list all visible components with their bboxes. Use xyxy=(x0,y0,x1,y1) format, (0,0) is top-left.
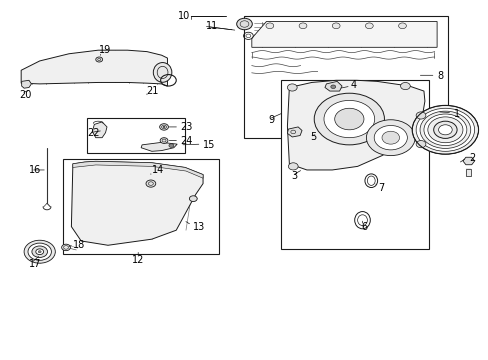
Circle shape xyxy=(36,249,43,255)
Circle shape xyxy=(189,196,197,202)
Polygon shape xyxy=(21,80,31,88)
Text: 4: 4 xyxy=(350,80,356,90)
Text: 6: 6 xyxy=(361,222,367,232)
Polygon shape xyxy=(325,81,341,91)
Circle shape xyxy=(314,93,384,145)
Circle shape xyxy=(265,23,273,29)
Circle shape xyxy=(159,124,168,130)
Text: 8: 8 xyxy=(436,71,442,81)
Text: 7: 7 xyxy=(378,183,384,193)
Text: 22: 22 xyxy=(87,129,100,138)
Polygon shape xyxy=(92,122,107,138)
Text: 2: 2 xyxy=(468,153,474,163)
Text: 12: 12 xyxy=(132,255,144,265)
Bar xyxy=(281,80,428,249)
Circle shape xyxy=(411,105,478,154)
Circle shape xyxy=(236,18,252,30)
Text: 21: 21 xyxy=(146,86,158,96)
Text: 13: 13 xyxy=(193,222,205,231)
Circle shape xyxy=(415,108,474,151)
Circle shape xyxy=(334,108,363,130)
Circle shape xyxy=(324,100,374,138)
Circle shape xyxy=(163,126,164,128)
Polygon shape xyxy=(71,161,203,245)
Polygon shape xyxy=(251,22,436,47)
Circle shape xyxy=(28,243,51,260)
Circle shape xyxy=(96,57,102,62)
Circle shape xyxy=(398,23,406,29)
Circle shape xyxy=(299,23,306,29)
Text: 10: 10 xyxy=(177,12,189,22)
Circle shape xyxy=(400,82,409,90)
Circle shape xyxy=(160,138,167,143)
Polygon shape xyxy=(287,80,424,170)
Circle shape xyxy=(146,180,156,187)
Circle shape xyxy=(287,84,297,91)
Text: 16: 16 xyxy=(29,165,41,175)
Text: 9: 9 xyxy=(267,115,273,125)
Bar xyxy=(87,118,184,153)
Circle shape xyxy=(366,120,414,156)
Text: 20: 20 xyxy=(19,90,32,100)
Circle shape xyxy=(373,126,407,150)
Circle shape xyxy=(433,121,456,138)
Text: 3: 3 xyxy=(291,171,297,181)
Circle shape xyxy=(427,117,462,143)
Polygon shape xyxy=(287,127,302,137)
Circle shape xyxy=(423,114,466,145)
Polygon shape xyxy=(141,142,177,151)
Circle shape xyxy=(168,144,173,147)
Text: 14: 14 xyxy=(152,165,164,175)
Text: 19: 19 xyxy=(99,45,111,55)
Circle shape xyxy=(288,163,298,170)
Circle shape xyxy=(38,251,41,253)
Text: 18: 18 xyxy=(73,240,85,250)
Circle shape xyxy=(381,131,399,144)
Polygon shape xyxy=(73,161,203,178)
Bar xyxy=(244,16,447,138)
Circle shape xyxy=(32,246,47,257)
Circle shape xyxy=(419,111,470,148)
Circle shape xyxy=(330,85,335,89)
Polygon shape xyxy=(21,50,167,86)
Circle shape xyxy=(415,112,425,119)
Ellipse shape xyxy=(153,63,171,82)
Bar xyxy=(466,168,470,176)
Text: 15: 15 xyxy=(203,140,215,150)
Polygon shape xyxy=(462,157,474,165)
Text: 17: 17 xyxy=(29,259,41,269)
Circle shape xyxy=(61,244,70,251)
Text: 24: 24 xyxy=(180,136,192,146)
Text: 1: 1 xyxy=(453,109,459,119)
Text: 11: 11 xyxy=(205,21,217,31)
Circle shape xyxy=(331,23,339,29)
Circle shape xyxy=(24,240,55,263)
Text: 5: 5 xyxy=(310,132,316,142)
Circle shape xyxy=(438,125,451,135)
Bar xyxy=(63,159,219,253)
Text: 23: 23 xyxy=(180,122,192,132)
Circle shape xyxy=(365,23,372,29)
Circle shape xyxy=(415,140,425,148)
